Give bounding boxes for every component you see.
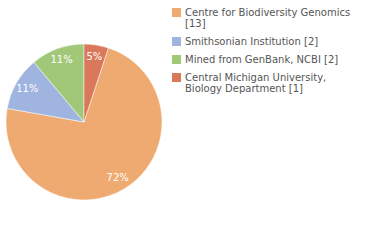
chart: 72% 11% 11% 5% Centre for Biodiversity Genom… [0, 0, 380, 240]
data-label: 5% [86, 51, 102, 62]
legend-swatch [172, 8, 181, 17]
pie-slice [34, 44, 84, 122]
pie: 72% 11% 11% 5% [6, 44, 162, 200]
legend: Centre for Biodiversity Genomics[13] Smit… [172, 7, 350, 94]
data-label: 11% [16, 83, 38, 94]
legend-label: Mined from GenBank, NCBI [2] [185, 54, 338, 65]
legend-label: Centre for Biodiversity Genomics[13] [185, 7, 350, 29]
legend-swatch [172, 73, 181, 82]
legend-swatch [172, 55, 181, 64]
legend-swatch [172, 37, 181, 46]
data-label: 72% [107, 172, 129, 183]
pie-slice [84, 44, 108, 122]
data-label: 11% [50, 54, 72, 65]
legend-label: Smithsonian Institution [2] [185, 36, 318, 47]
legend-label: Central Michigan University,Biology Depa… [185, 72, 326, 94]
